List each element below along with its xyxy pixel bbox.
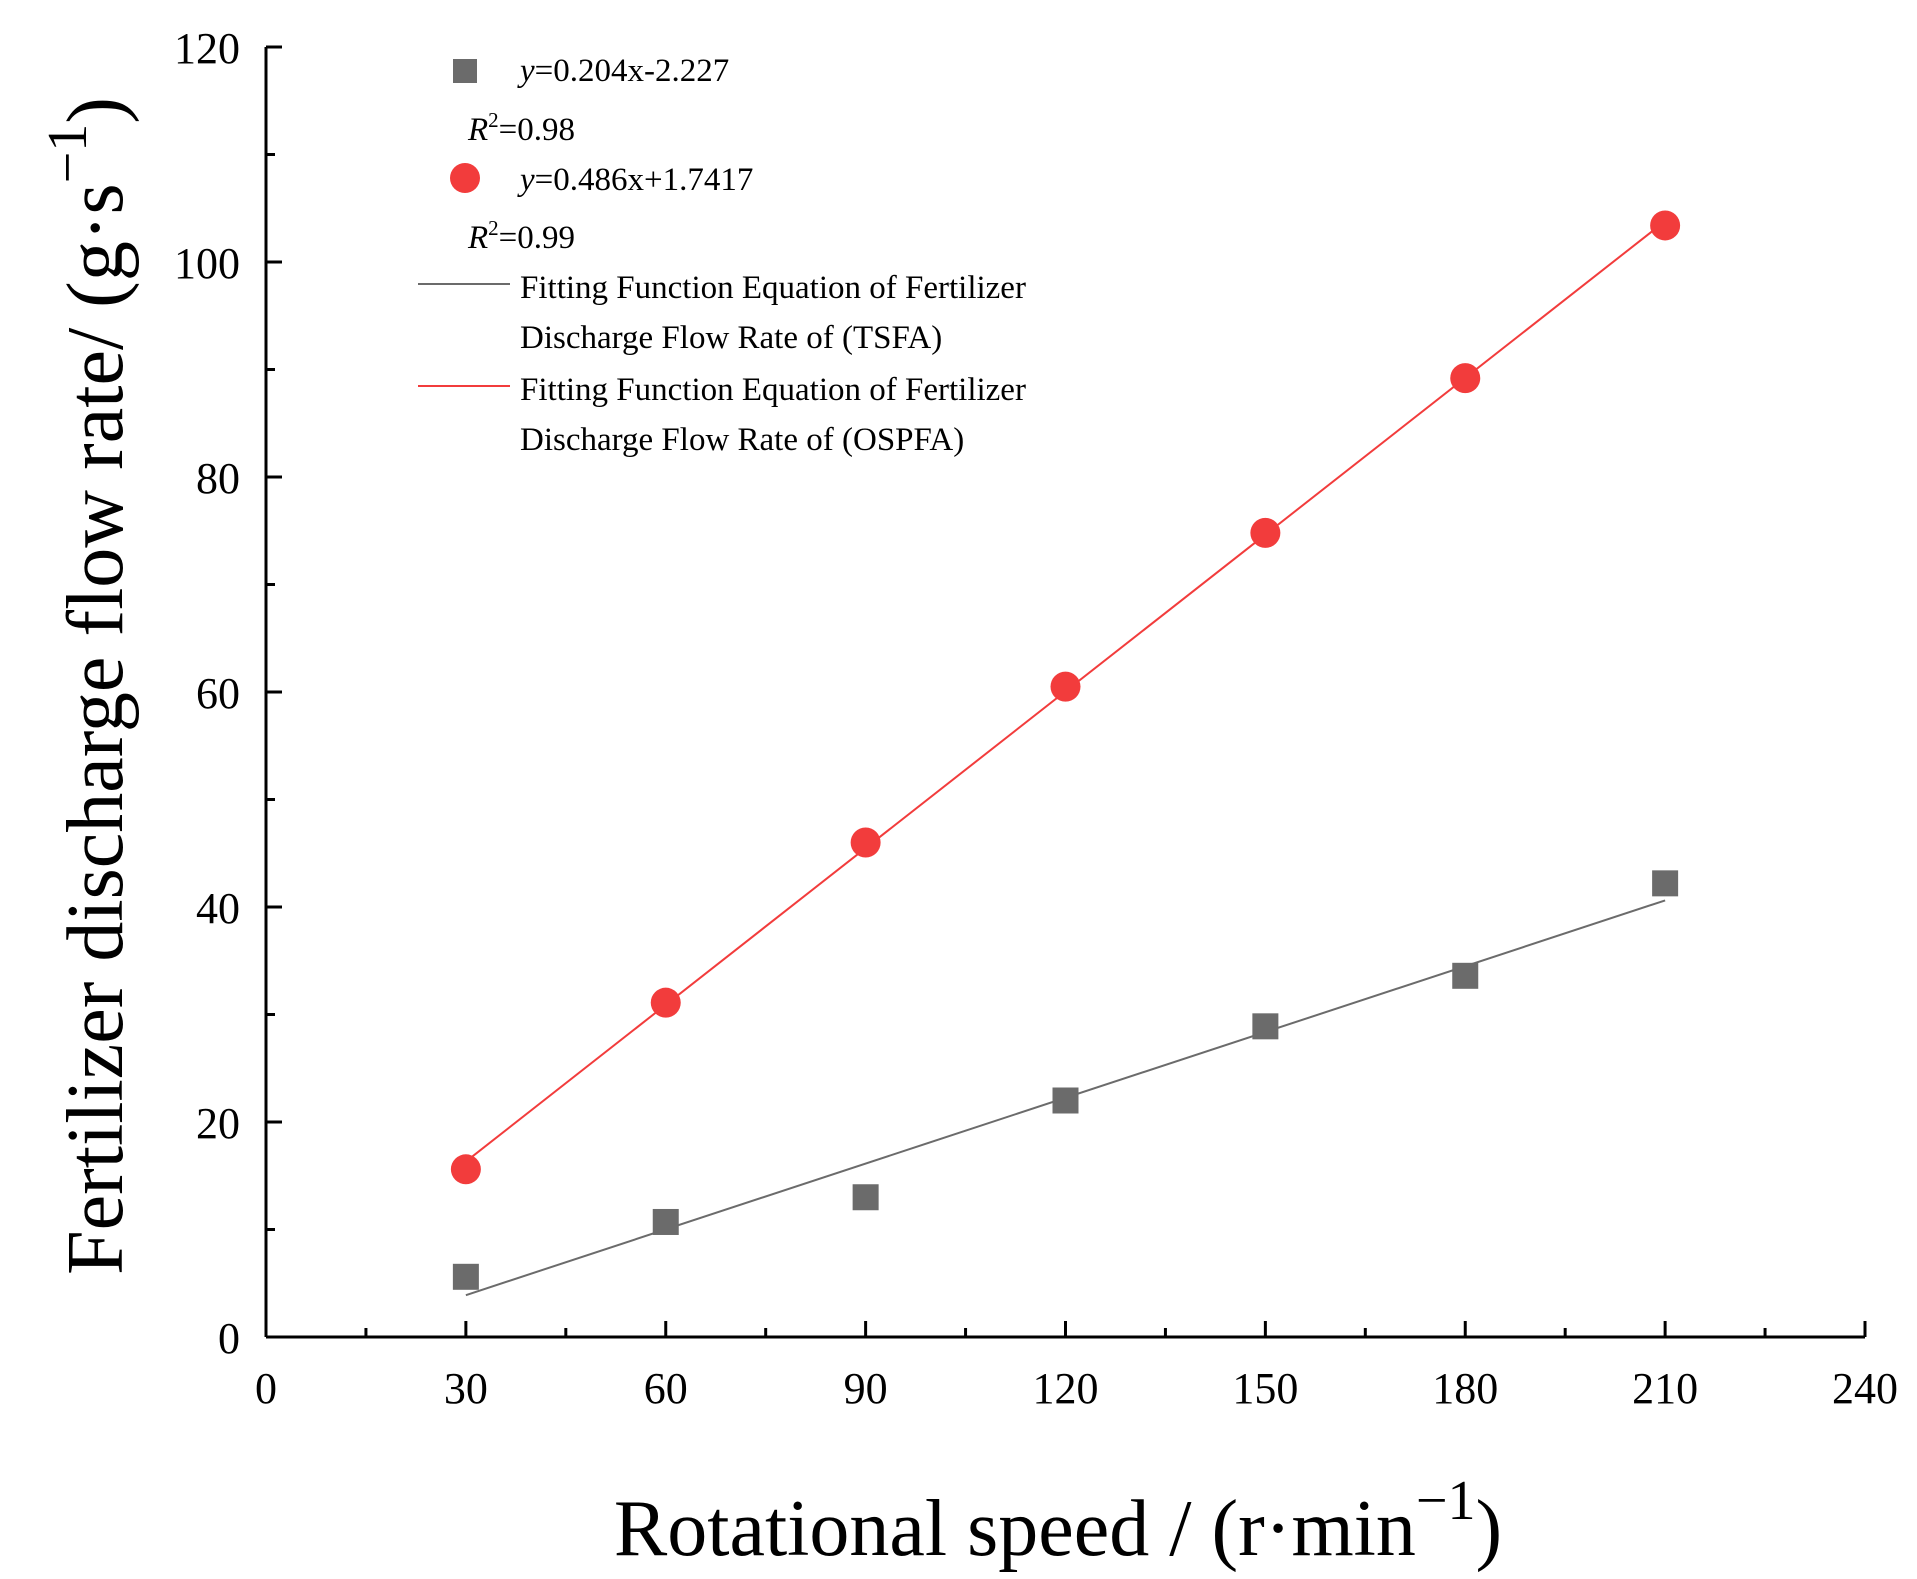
x-tick-label: 210 [1632,1364,1698,1413]
data-point-ospfa [1450,363,1481,394]
legend-fit-tsfa-line1: Fitting Function Equation of Fertilizer [520,270,1026,306]
x-axis-title: Rotational speed / (r·min−1) [614,1470,1502,1573]
y-axis-title-close: ) [52,97,140,124]
legend-fit-tsfa-line2: Discharge Flow Rate of (TSFA) [520,320,942,356]
legend-equation-tsfa-var: y [517,53,535,89]
data-point-ospfa [1250,517,1281,548]
y-axis-title-sup: −1 [37,124,99,184]
data-point-ospfa [850,827,881,858]
y-axis-title-main: Fertilizer discharge flow rate/ (g·s [52,183,140,1274]
legend-r2-tsfa: R2=0.98 [467,108,575,148]
y-axis-title: Fertilizer discharge flow rate/ (g·s−1) [37,97,140,1275]
legend-fit-ospfa-line1: Fitting Function Equation of Fertilizer [520,372,1026,408]
x-axis-title-main: Rotational speed / (r·min [614,1485,1416,1573]
x-tick-label: 150 [1232,1364,1298,1413]
x-axis-title-sup: −1 [1416,1470,1476,1532]
x-tick-label: 60 [644,1364,688,1413]
legend-marker-ospfa [450,163,480,193]
x-tick-label: 90 [844,1364,888,1413]
y-tick-label: 40 [196,884,240,933]
y-tick-label: 120 [174,24,240,73]
y-tick-label: 80 [196,454,240,503]
data-point-tsfa [1452,962,1479,989]
data-point-tsfa [1652,870,1679,897]
data-point-ospfa [450,1154,481,1185]
legend-r2-tsfa-var: R [467,112,488,148]
data-point-tsfa [652,1208,679,1235]
x-tick-label: 240 [1832,1364,1898,1413]
legend-equation-ospfa-rest: =0.486x+1.7417 [535,162,754,198]
legend-r2-ospfa-rest: =0.99 [499,220,575,256]
x-tick-label: 180 [1432,1364,1498,1413]
x-tick-label: 120 [1033,1364,1099,1413]
data-point-ospfa [650,987,681,1018]
legend-r2-ospfa-var: R [467,220,488,256]
y-tick-label: 100 [174,239,240,288]
data-point-ospfa [1050,671,1081,702]
legend-marker-tsfa [453,59,477,83]
legend-r2-ospfa: R2=0.99 [467,216,575,256]
data-point-ospfa [1650,210,1681,241]
x-tick-label: 30 [444,1364,488,1413]
x-axis-title-close: ) [1475,1485,1502,1573]
data-point-tsfa [1052,1087,1079,1114]
legend-r2-tsfa-exp: 2 [488,108,499,132]
data-point-tsfa [1252,1013,1279,1040]
y-tick-label: 60 [196,669,240,718]
ticks: 0 30 60 90 120 150 180 210 240 0 20 40 60 80 100 120 [174,24,1898,1413]
data-point-tsfa [452,1263,479,1290]
data-points [450,210,1681,1290]
legend-equation-ospfa: y=0.486x+1.7417 [517,162,753,198]
legend-fit-ospfa-line2: Discharge Flow Rate of (OSPFA) [520,422,964,458]
y-tick-label: 0 [218,1314,240,1363]
legend-equation-tsfa-rest: =0.204x-2.227 [535,53,730,89]
legend-equation-ospfa-var: y [517,162,535,198]
x-tick-label: 0 [255,1364,277,1413]
data-point-tsfa [852,1184,879,1211]
y-tick-label: 20 [196,1099,240,1148]
legend-r2-tsfa-rest: =0.98 [499,112,575,148]
legend: y=0.204x-2.227 R2=0.98 y=0.486x+1.7417 R… [418,53,1026,458]
legend-r2-ospfa-exp: 2 [488,216,499,240]
legend-equation-tsfa: y=0.204x-2.227 [517,53,729,89]
